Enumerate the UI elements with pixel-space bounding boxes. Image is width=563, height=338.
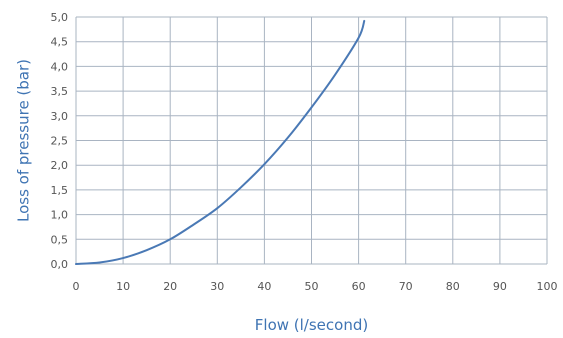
x-tick-label: 40 — [257, 280, 271, 293]
y-tick-label: 1,0 — [51, 209, 69, 222]
x-tick-label: 20 — [163, 280, 177, 293]
pressure-loss-line — [75, 19, 366, 265]
x-tick-label: 100 — [537, 280, 558, 293]
grid — [75, 16, 548, 265]
y-tick-label: 2,0 — [51, 159, 69, 172]
y-tick-label: 3,5 — [51, 85, 69, 98]
x-tick-label: 0 — [73, 280, 80, 293]
x-tick-label: 30 — [210, 280, 224, 293]
y-axis-title: Loss of pressure (bar) — [15, 59, 33, 222]
x-tick-label: 50 — [305, 280, 319, 293]
series-lines — [75, 19, 366, 265]
x-tick-labels: 0 10 20 30 40 50 60 70 80 90 100 — [73, 280, 558, 293]
y-tick-labels: 0,0 0,5 1,0 1,5 2,0 2,5 3,0 3,5 4,0 4,5 5,0 — [51, 11, 69, 271]
y-tick-label: 2,5 — [51, 135, 69, 148]
y-tick-label: 3,0 — [51, 110, 69, 123]
x-tick-label: 70 — [399, 280, 413, 293]
y-tick-label: 4,5 — [51, 36, 69, 49]
x-tick-label: 10 — [116, 280, 130, 293]
x-axis-title: Flow (l/second) — [255, 316, 368, 334]
y-tick-label: 0,0 — [51, 258, 69, 271]
x-tick-label: 80 — [446, 280, 460, 293]
x-tick-label: 90 — [493, 280, 507, 293]
y-tick-label: 5,0 — [51, 11, 69, 24]
y-tick-label: 1,5 — [51, 184, 69, 197]
y-tick-label: 4,0 — [51, 60, 69, 73]
y-tick-label: 0,5 — [51, 233, 69, 246]
x-tick-label: 60 — [352, 280, 366, 293]
